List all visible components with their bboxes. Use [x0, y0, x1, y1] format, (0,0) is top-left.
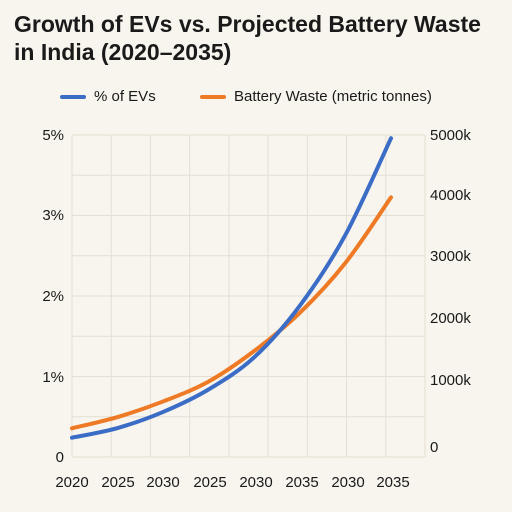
x-tick-label: 2035 [285, 474, 318, 491]
y-right-tick-label: 0 [430, 439, 438, 456]
y-right-tick-label: 4000k [430, 187, 471, 204]
x-tick-label: 2035 [376, 474, 409, 491]
y-right-tick-label: 2000k [430, 310, 471, 327]
legend-item-waste: Battery Waste (metric tonnes) [200, 88, 432, 105]
legend-label-evs: % of EVs [94, 88, 156, 105]
y-right-tick-label: 5000k [430, 127, 471, 144]
y-left-tick-label: 1% [42, 369, 64, 386]
y-left-tick-label: 3% [42, 207, 64, 224]
y-left-tick-label: 0 [56, 449, 64, 466]
x-tick-label: 2020 [55, 474, 88, 491]
chart-title: Growth of EVs vs. Projected Battery Wast… [14, 11, 481, 65]
legend-label-waste: Battery Waste (metric tonnes) [234, 88, 432, 105]
legend-swatch-evs [60, 94, 86, 99]
x-tick-label: 2025 [101, 474, 134, 491]
series-line-evs [70, 136, 393, 440]
legend-swatch-waste [200, 94, 226, 99]
x-tick-label: 2030 [331, 474, 364, 491]
y-left-tick-label: 2% [42, 288, 64, 305]
x-tick-label: 2030 [239, 474, 272, 491]
legend: % of EVs Battery Waste (metric tonnes) [60, 88, 500, 108]
x-tick-label: 2030 [146, 474, 179, 491]
y-left-tick-label: 5% [42, 127, 64, 144]
series-line-battery-waste [70, 195, 393, 431]
legend-item-evs: % of EVs [60, 88, 156, 105]
x-tick-label: 2025 [193, 474, 226, 491]
y-right-tick-label: 3000k [430, 248, 471, 265]
y-right-tick-label: 1000k [430, 372, 471, 389]
